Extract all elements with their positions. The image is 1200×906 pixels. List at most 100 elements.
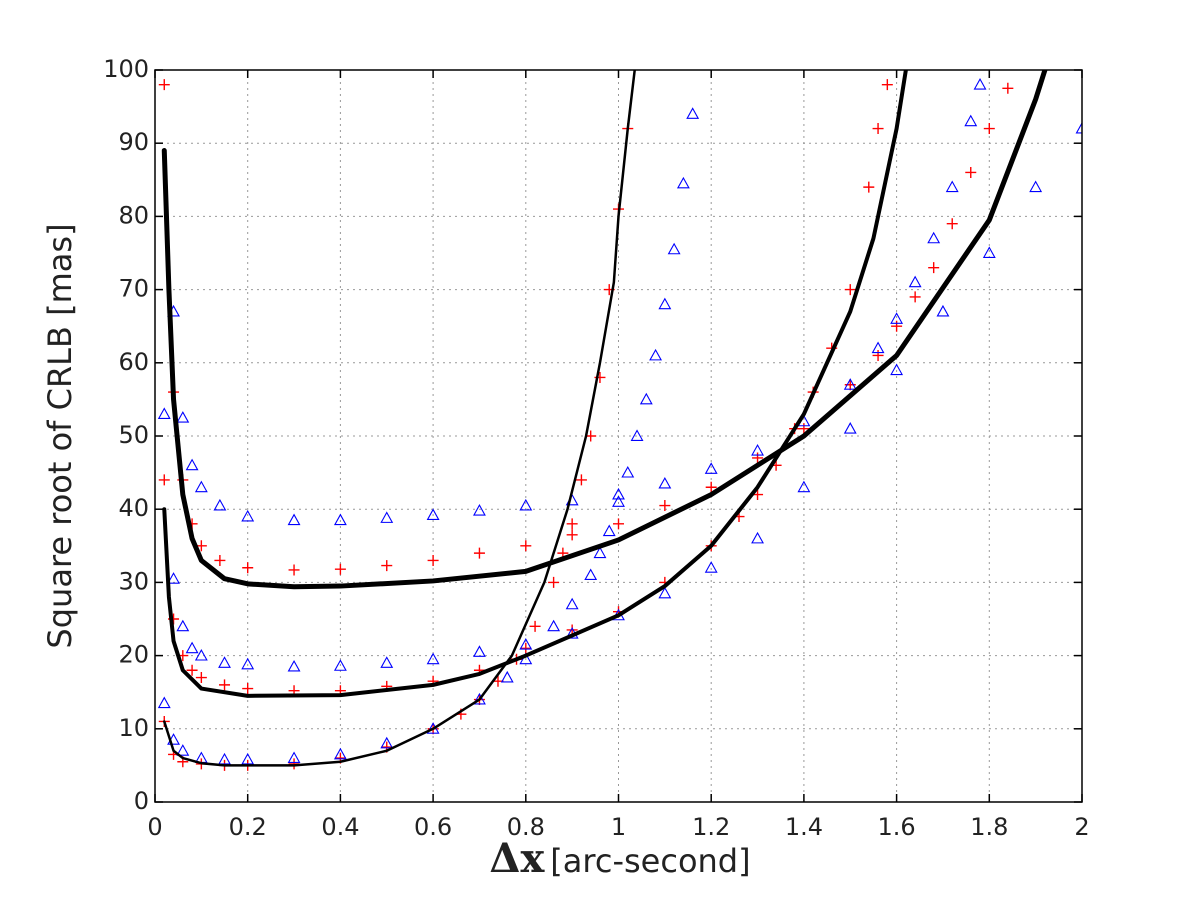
triangle-marker [890, 312, 904, 324]
triangle-marker [333, 659, 347, 671]
triangle-marker [473, 504, 486, 516]
plus-marker [242, 562, 254, 574]
x-tick-label: 0.4 [321, 813, 359, 841]
triangle-marker [982, 246, 996, 258]
y-tick-label: 0 [134, 787, 149, 815]
plus-marker [529, 620, 541, 632]
x-tick-label: 1 [611, 813, 626, 841]
data-area [157, 70, 1082, 771]
plus-marker [891, 320, 903, 332]
triangle-marker [843, 378, 857, 390]
x-tick-label: 2 [1074, 813, 1089, 841]
plus-marker [381, 560, 393, 572]
triangle-marker [658, 586, 672, 599]
triangle-marker [621, 465, 635, 478]
plus-marker [520, 642, 532, 654]
plus-marker [520, 540, 532, 552]
triangle-marker [751, 444, 764, 456]
triangle-marker [519, 498, 533, 511]
triangle-marker [218, 752, 231, 765]
triangle-marker [287, 751, 301, 764]
triangle-marker [936, 304, 950, 317]
plus-marker [613, 518, 624, 530]
x-tick-label: 1.2 [692, 813, 730, 841]
triangle-marker [194, 480, 208, 493]
triangle-marker [176, 411, 190, 423]
triangle-marker [945, 180, 959, 193]
plus-marker [863, 181, 875, 193]
plus-marker [752, 452, 764, 464]
ticks: 0 0.2 0.4 0.6 0.8 1 1.2 1.4 1.6 1.8 20102030405060… [103, 55, 1089, 841]
plus-marker [186, 664, 198, 676]
y-tick-label: 70 [118, 275, 149, 303]
triangle-marker [473, 692, 486, 705]
plus-marker [427, 554, 439, 566]
plus-marker [334, 563, 346, 575]
plus-marker [1002, 82, 1014, 94]
triangle-marker [704, 561, 718, 573]
x-axis-label: Δx [arc-second] [489, 835, 750, 882]
triangle-marker [333, 513, 347, 526]
x-tick-label: 0.6 [414, 813, 452, 841]
y-tick-label: 80 [118, 201, 149, 229]
triangle-marker [639, 392, 653, 405]
triangle-marker [667, 242, 681, 255]
triangle-marker [612, 495, 625, 507]
y-tick-label: 20 [118, 641, 149, 669]
y-axis-label: Square root of CRLB [mas] [41, 223, 79, 648]
triangle-marker [213, 498, 227, 511]
x-tick-label: 0.8 [507, 813, 545, 841]
triangle-marker [157, 696, 171, 709]
x-tick-label: 0.2 [229, 813, 267, 841]
y-tick-label: 40 [118, 494, 149, 522]
triangle-marker [194, 648, 208, 661]
triangle-marker [964, 114, 978, 127]
plus-marker [575, 474, 587, 486]
plus-marker [872, 349, 884, 361]
plus-marker [928, 262, 940, 274]
triangle-marker [630, 429, 644, 441]
triangle-marker [500, 670, 514, 683]
triangle-marker [658, 297, 672, 310]
triangle-marker [241, 752, 255, 765]
y-tick-label: 50 [118, 421, 149, 449]
triangle-marker [241, 657, 255, 670]
triangle-marker [584, 568, 598, 581]
triangle-marker [185, 458, 199, 471]
x-tick-label: 1.8 [970, 813, 1008, 841]
plus-marker [798, 423, 810, 435]
triangle-marker [380, 656, 394, 668]
triangle-marker [676, 176, 690, 189]
plus-marker [881, 79, 893, 91]
curve [161, 70, 1048, 590]
triangle-marker [519, 637, 533, 650]
plus-marker [946, 218, 958, 230]
triangle-marker [241, 509, 255, 522]
triangle-marker [973, 78, 987, 90]
plus-marker [566, 529, 578, 541]
x-axis-unit: [arc-second] [550, 842, 750, 880]
plus-marker [158, 474, 170, 486]
triangle-marker [176, 619, 190, 632]
x-tick-label: 1.4 [785, 813, 823, 841]
plus-marker [195, 672, 207, 684]
plus-marker [872, 123, 884, 135]
triangle-marker [704, 462, 718, 474]
triangle-marker [167, 572, 180, 584]
x-axis-symbol: Δx [489, 835, 545, 882]
y-tick-label: 30 [118, 567, 149, 595]
triangle-marker [1075, 121, 1082, 134]
plus-marker [659, 500, 671, 512]
plus-marker [705, 481, 717, 493]
plus-marker [219, 679, 231, 691]
triangle-marker [843, 422, 857, 434]
triangle-marker [649, 348, 663, 361]
triangle-marker [871, 341, 885, 354]
plus-marker [473, 547, 485, 559]
triangle-marker [157, 407, 171, 419]
triangle-marker [176, 744, 190, 756]
y-tick-label: 60 [118, 348, 149, 376]
x-tick-label: 1.6 [878, 813, 916, 841]
triangle-marker [426, 652, 440, 665]
